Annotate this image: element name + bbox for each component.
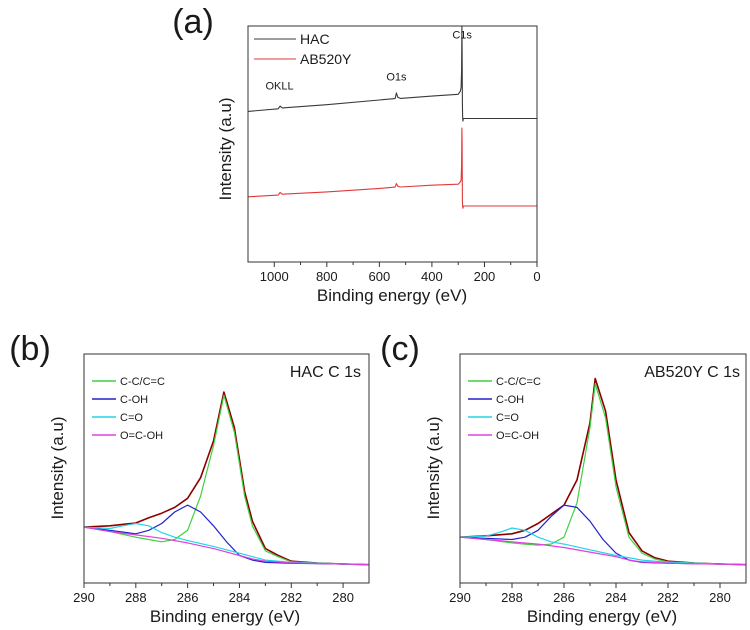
panel-a-x-label: Binding energy (eV) <box>317 286 467 305</box>
x-tick-label: 600 <box>369 269 391 284</box>
x-tick-label: 280 <box>709 590 731 605</box>
peak-annotation-c1s: C1s <box>452 29 472 41</box>
legend-label-c-o: C=O <box>496 412 519 424</box>
series-line-envelope <box>460 377 746 566</box>
legend-label-c-oh: C-OH <box>496 394 524 406</box>
x-tick-label: 280 <box>332 590 354 605</box>
panel-a-y-label: Intensity (a.u) <box>216 98 235 201</box>
legend-label-o-c-oh: O=C-OH <box>496 430 539 442</box>
panel-c-series-group <box>460 377 746 566</box>
x-tick-label: 1000 <box>260 269 289 284</box>
panel-a-series-group <box>248 26 537 209</box>
panel-b: (b) 290 288 286 284 282 280 Binding energy (e… <box>9 330 370 626</box>
panel-a: (a) 1000 800 600 400 200 0 Binding energy (eV… <box>172 3 540 305</box>
x-tick-label: 290 <box>449 590 471 605</box>
x-tick-label: 800 <box>316 269 338 284</box>
panel-b-legend: C-C/C=C C-OH C=O O=C-OH <box>92 376 165 442</box>
panel-a-frame <box>247 25 538 263</box>
panel-b-label: (b) <box>9 330 51 368</box>
legend-hac-label: HAC <box>300 31 330 47</box>
series-line-envelope <box>84 391 369 566</box>
x-tick-label: 284 <box>605 590 627 605</box>
series-line-c-oh <box>84 504 369 566</box>
panel-c-frame <box>459 353 747 584</box>
panel-b-x-axis: 290 288 286 284 282 280 <box>73 583 354 605</box>
panel-c-legend: C-C/C=C C-OH C=O O=C-OH <box>468 376 541 442</box>
peak-annotation-o1s: O1s <box>386 72 407 84</box>
series-line-hac <box>248 26 537 122</box>
peak-annotation-okll: OKLL <box>265 80 293 92</box>
legend-label-c-c-c-c: C-C/C=C <box>496 376 541 388</box>
legend-label-o-c-oh: O=C-OH <box>120 430 163 442</box>
panel-c-title: AB520Y C 1s <box>644 364 740 381</box>
x-tick-label: 200 <box>474 269 496 284</box>
panel-c-x-axis: 290 288 286 284 282 280 <box>449 583 731 605</box>
series-line-c-o <box>460 527 746 566</box>
legend-label-c-c-c-c: C-C/C=C <box>120 376 165 388</box>
panel-b-frame <box>83 353 370 584</box>
series-line-c-c-c-c <box>460 383 746 566</box>
x-tick-label: 286 <box>177 590 199 605</box>
panel-b-title: HAC C 1s <box>290 364 361 381</box>
legend-label-c-oh: C-OH <box>120 394 148 406</box>
x-tick-label: 290 <box>73 590 95 605</box>
x-tick-label: 288 <box>125 590 147 605</box>
series-line-ab520y <box>248 127 537 209</box>
series-line-o-c-oh <box>84 526 369 566</box>
x-tick-label: 282 <box>657 590 679 605</box>
panel-c-label: (c) <box>380 330 420 368</box>
panel-a-x-axis: 1000 800 600 400 200 0 <box>260 262 541 284</box>
x-tick-label: 282 <box>280 590 302 605</box>
panel-c-y-label: Intensity (a.u) <box>424 417 443 520</box>
series-line-c-o <box>84 522 369 566</box>
legend-ab520y-label: AB520Y <box>300 51 352 67</box>
panel-b-series-group <box>84 391 369 566</box>
panel-b-x-label: Binding energy (eV) <box>150 607 300 626</box>
panel-a-label: (a) <box>172 3 214 41</box>
panel-a-legend: HAC AB520Y <box>254 31 352 67</box>
panel-b-y-label: Intensity (a.u) <box>48 417 67 520</box>
x-tick-label: 286 <box>553 590 575 605</box>
series-line-o-c-oh <box>460 536 746 566</box>
x-tick-label: 284 <box>229 590 251 605</box>
panel-a-annotations: OKLL O1s C1s <box>265 29 472 92</box>
panel-c-x-label: Binding energy (eV) <box>527 607 677 626</box>
x-tick-label: 288 <box>501 590 523 605</box>
panel-c: (c) 290 288 286 284 282 280 Binding energy (e… <box>380 330 747 626</box>
legend-label-c-o: C=O <box>120 412 143 424</box>
x-tick-label: 0 <box>533 269 540 284</box>
x-tick-label: 400 <box>421 269 443 284</box>
